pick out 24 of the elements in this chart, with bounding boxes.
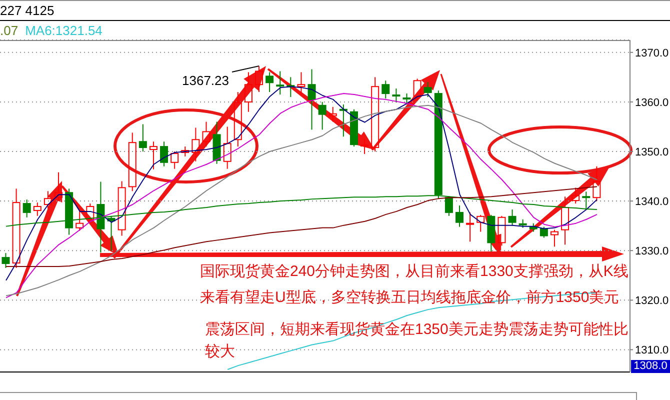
text: 227 4125 <box>0 3 54 18</box>
candlestick <box>466 212 474 242</box>
text: .07 <box>0 23 18 38</box>
y-tick-label: 1370.0 <box>635 47 669 60</box>
text: 1308.0 <box>631 360 670 373</box>
candlestick <box>328 106 337 122</box>
candlestick <box>149 141 158 170</box>
y-tick-label: 1350.0 <box>635 146 669 158</box>
y-tick-label: 1340.0 <box>635 196 669 208</box>
candlestick <box>234 92 242 148</box>
text: MA6:1321.54 <box>25 23 102 38</box>
candlestick <box>192 127 200 162</box>
y-tick-label: 1360.0 <box>635 96 669 109</box>
candlestick <box>244 72 252 112</box>
annotation: 1367.23 <box>182 73 229 88</box>
candlestick <box>360 138 369 154</box>
y-tick-label: 1330.0 <box>635 246 669 258</box>
y-tick-label: 1320.0 <box>635 295 669 308</box>
candlestick <box>255 66 264 93</box>
candlestick <box>202 121 210 148</box>
candlestick <box>223 126 232 170</box>
y-tick-label: 1310.0 <box>635 344 669 357</box>
candlestick <box>308 68 316 130</box>
candlestick <box>561 196 570 246</box>
